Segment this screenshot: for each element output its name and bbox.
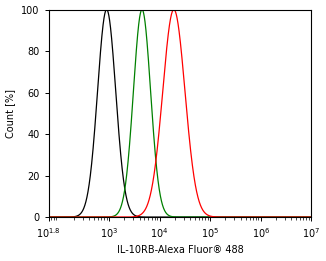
- X-axis label: IL-10RB-Alexa Fluor® 488: IL-10RB-Alexa Fluor® 488: [116, 245, 243, 256]
- Y-axis label: Count [%]: Count [%]: [6, 89, 16, 138]
